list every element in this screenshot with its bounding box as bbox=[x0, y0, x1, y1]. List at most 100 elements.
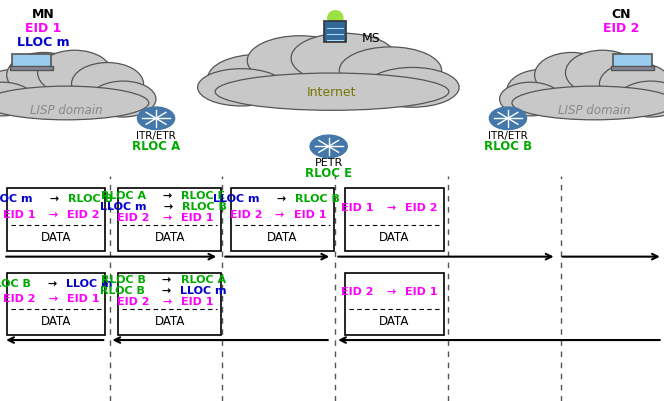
Ellipse shape bbox=[535, 53, 609, 97]
Text: DATA: DATA bbox=[41, 315, 71, 328]
FancyBboxPatch shape bbox=[613, 54, 651, 67]
Text: DATA: DATA bbox=[155, 315, 185, 328]
Text: EID 1: EID 1 bbox=[406, 287, 438, 297]
Text: →: → bbox=[159, 191, 177, 201]
Text: DATA: DATA bbox=[155, 231, 185, 244]
Ellipse shape bbox=[507, 69, 579, 112]
Bar bbox=[7, 273, 105, 335]
Circle shape bbox=[137, 107, 175, 130]
Text: →: → bbox=[46, 194, 63, 205]
Text: EID 2: EID 2 bbox=[406, 203, 438, 213]
Text: →: → bbox=[159, 275, 175, 286]
Text: MN: MN bbox=[32, 8, 54, 20]
Text: →: → bbox=[44, 279, 61, 289]
Text: EID 2: EID 2 bbox=[230, 210, 262, 220]
Text: LISP domain: LISP domain bbox=[558, 104, 631, 117]
Text: PETR: PETR bbox=[315, 158, 343, 168]
Text: LISP domain: LISP domain bbox=[30, 104, 103, 117]
Text: DATA: DATA bbox=[268, 231, 297, 244]
FancyBboxPatch shape bbox=[324, 21, 346, 42]
Text: RLOC E: RLOC E bbox=[181, 191, 226, 201]
Text: MS: MS bbox=[362, 32, 380, 45]
Ellipse shape bbox=[0, 69, 51, 112]
Ellipse shape bbox=[247, 36, 353, 85]
Ellipse shape bbox=[566, 50, 639, 95]
Ellipse shape bbox=[366, 67, 459, 107]
Text: EID 1: EID 1 bbox=[67, 294, 100, 304]
Ellipse shape bbox=[72, 63, 143, 105]
Text: LLOC m: LLOC m bbox=[180, 286, 226, 296]
Ellipse shape bbox=[499, 82, 561, 116]
Text: EID 1: EID 1 bbox=[25, 22, 61, 34]
Text: LLOC m: LLOC m bbox=[212, 194, 259, 205]
Text: →: → bbox=[159, 297, 176, 307]
Ellipse shape bbox=[0, 86, 149, 120]
Text: DATA: DATA bbox=[41, 231, 71, 244]
Ellipse shape bbox=[38, 50, 112, 95]
Text: RLOC B: RLOC B bbox=[68, 194, 113, 205]
Text: EID 1: EID 1 bbox=[181, 213, 213, 223]
Text: →: → bbox=[44, 294, 62, 304]
Text: LLOC m: LLOC m bbox=[66, 279, 112, 289]
Text: EID 2: EID 2 bbox=[603, 22, 639, 34]
Text: LLOC m: LLOC m bbox=[0, 194, 33, 205]
Ellipse shape bbox=[512, 86, 664, 120]
Text: →: → bbox=[272, 194, 290, 205]
Text: ITR/ETR: ITR/ETR bbox=[136, 131, 176, 141]
Bar bbox=[345, 188, 444, 251]
Ellipse shape bbox=[339, 47, 442, 94]
Text: EID 1: EID 1 bbox=[293, 210, 326, 220]
Text: RLOC B: RLOC B bbox=[100, 286, 145, 296]
FancyBboxPatch shape bbox=[611, 66, 653, 71]
Text: RLOC B: RLOC B bbox=[182, 202, 226, 212]
Circle shape bbox=[489, 107, 527, 130]
Text: RLOC A: RLOC A bbox=[101, 191, 146, 201]
Bar bbox=[7, 188, 105, 251]
Ellipse shape bbox=[215, 73, 449, 110]
Text: →: → bbox=[159, 213, 176, 223]
FancyBboxPatch shape bbox=[13, 54, 51, 67]
Text: →: → bbox=[383, 287, 400, 297]
Text: DATA: DATA bbox=[379, 315, 410, 328]
Text: Internet: Internet bbox=[307, 86, 357, 99]
Text: →: → bbox=[383, 203, 400, 213]
Text: ITR/ETR: ITR/ETR bbox=[488, 131, 528, 141]
Text: RLOC B: RLOC B bbox=[100, 275, 145, 286]
Text: LLOC m: LLOC m bbox=[100, 202, 146, 212]
Text: EID 1: EID 1 bbox=[341, 203, 374, 213]
Ellipse shape bbox=[208, 55, 310, 101]
Bar bbox=[118, 273, 221, 335]
Ellipse shape bbox=[198, 69, 286, 106]
Text: EID 2: EID 2 bbox=[3, 294, 35, 304]
Text: LLOC m: LLOC m bbox=[17, 36, 70, 49]
Bar bbox=[345, 273, 444, 335]
Text: RLOC B: RLOC B bbox=[484, 140, 532, 153]
Ellipse shape bbox=[618, 81, 664, 117]
Text: EID 2: EID 2 bbox=[341, 287, 374, 297]
Ellipse shape bbox=[327, 10, 344, 26]
Text: RLOC A: RLOC A bbox=[132, 140, 180, 153]
Ellipse shape bbox=[0, 82, 33, 116]
Text: RLOC A: RLOC A bbox=[181, 275, 226, 286]
Text: →: → bbox=[159, 202, 177, 212]
Text: RLOC B: RLOC B bbox=[295, 194, 339, 205]
FancyBboxPatch shape bbox=[11, 66, 53, 71]
Bar bbox=[118, 188, 221, 251]
Ellipse shape bbox=[90, 81, 156, 117]
Ellipse shape bbox=[7, 53, 81, 97]
Text: →: → bbox=[272, 210, 289, 220]
Ellipse shape bbox=[291, 33, 396, 83]
Text: CN: CN bbox=[611, 8, 631, 20]
Text: RLOC E: RLOC E bbox=[305, 167, 352, 180]
Text: →: → bbox=[157, 286, 175, 296]
Text: →: → bbox=[44, 210, 62, 220]
Text: DATA: DATA bbox=[379, 231, 410, 244]
Ellipse shape bbox=[600, 63, 664, 105]
Text: EID 2: EID 2 bbox=[117, 297, 149, 307]
Text: EID 2: EID 2 bbox=[67, 210, 100, 220]
Circle shape bbox=[310, 135, 347, 158]
Text: RLOC B: RLOC B bbox=[0, 279, 31, 289]
Text: EID 1: EID 1 bbox=[3, 210, 35, 220]
Text: EID 1: EID 1 bbox=[181, 297, 213, 307]
Text: EID 2: EID 2 bbox=[117, 213, 149, 223]
